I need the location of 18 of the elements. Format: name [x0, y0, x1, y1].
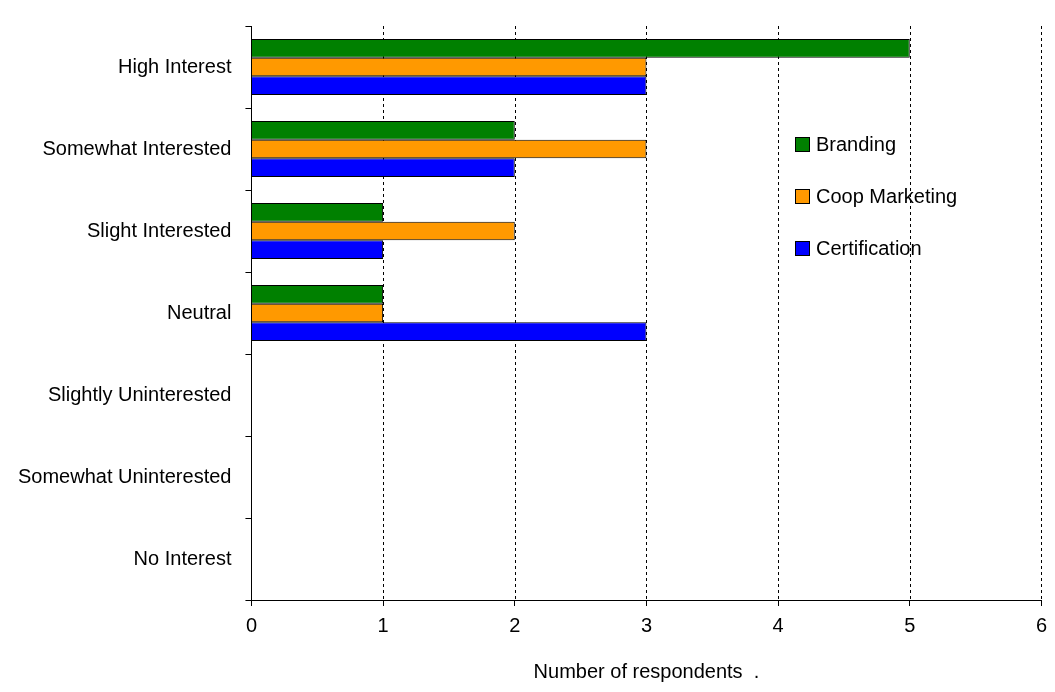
x-tick-label: 1 — [377, 613, 389, 636]
y-tick-label: Slightly Uninterested — [48, 382, 232, 405]
y-tick-label: Neutral — [166, 300, 232, 323]
y-tick-label: No Interest — [133, 546, 232, 569]
legend-label: Branding — [815, 131, 898, 157]
legend-label: Coop Marketing — [815, 183, 958, 209]
y-tick-label: Slight Interested — [86, 218, 232, 241]
x-tick-label: 2 — [509, 613, 521, 636]
x-tick-label: 4 — [772, 613, 784, 636]
x-tick-label: 0 — [245, 613, 258, 636]
x-tick-label: 3 — [640, 613, 653, 636]
y-tick-label: Somewhat Uninterested — [17, 464, 232, 487]
x-tick-label: 5 — [904, 613, 916, 636]
y-tick-label: Somewhat Interested — [42, 136, 232, 159]
x-tick-label: 6 — [1035, 613, 1047, 636]
legend-label: Certification — [815, 235, 923, 261]
x-axis-title: Number of respondents . — [533, 659, 760, 682]
y-tick-label: High Interest — [118, 54, 232, 77]
